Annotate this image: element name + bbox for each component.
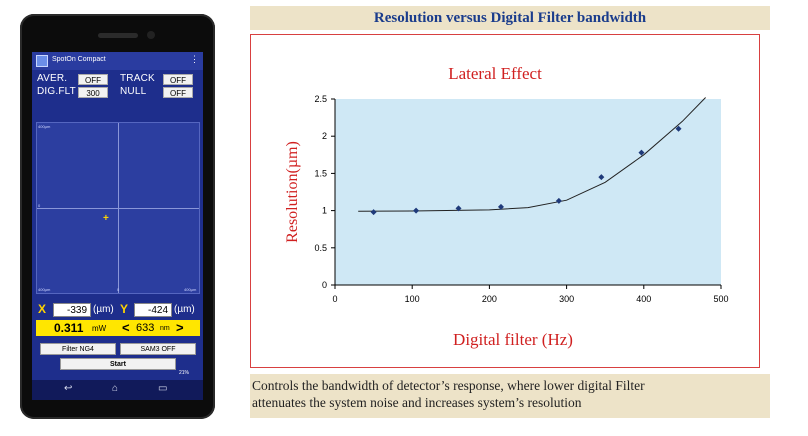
back-icon[interactable]: ↩ (64, 383, 73, 394)
wavelength-unit: nm (160, 325, 170, 332)
null-label: NULL (120, 86, 147, 97)
track-label: TRACK (120, 73, 155, 84)
plot-tick-top: 400µm (38, 124, 51, 129)
resolution-chart: Lateral Effect Resolution(µm) Digital fi… (284, 64, 729, 349)
data-point (675, 125, 682, 132)
data-points (370, 125, 682, 216)
aver-label: AVER. (37, 73, 68, 84)
y-tick-label: 2.5 (314, 94, 327, 104)
x-tick-label: 500 (713, 294, 728, 304)
y-tick-label: 0 (322, 280, 327, 290)
y-label: Y (120, 302, 129, 316)
android-nav-bar: ↩ ⌂ ▭ (32, 380, 203, 400)
wavelength-decrease-icon[interactable]: < (122, 320, 130, 335)
y-tick-label: 1.5 (314, 168, 327, 178)
power-unit: mW (92, 324, 107, 333)
caption-box: Controls the bandwidth of detector’s res… (250, 374, 770, 418)
plot-tick-left: 0 (38, 203, 41, 208)
data-point (413, 207, 420, 214)
x-label: X (38, 302, 47, 316)
beam-position-marker-icon: + (103, 213, 109, 224)
x-tick-label: 200 (482, 294, 497, 304)
chart-frame: Lateral Effect Resolution(µm) Digital fi… (250, 34, 760, 368)
caption-line-1: Controls the bandwidth of detector’s res… (252, 378, 645, 393)
overflow-menu-icon[interactable]: ⋮ (190, 54, 199, 64)
chart-title: Lateral Effect (448, 64, 542, 83)
sam-button[interactable]: SAM3 OFF (120, 343, 196, 355)
home-icon[interactable]: ⌂ (112, 383, 119, 394)
slide-title: Resolution versus Digital Filter bandwid… (250, 6, 770, 30)
phone-screen: SpotOn Compact ⋮ AVER. OFF TRACK OFF DIG… (32, 52, 203, 400)
x-tick-label: 400 (636, 294, 651, 304)
wavelength-value: 633 (136, 322, 155, 334)
y-axis-label: Resolution(µm) (284, 141, 301, 243)
data-point (598, 174, 605, 181)
y-value-field: -424 (134, 303, 172, 317)
data-point (638, 149, 645, 156)
track-toggle[interactable]: OFF (163, 74, 193, 85)
phone-device: SpotOn Compact ⋮ AVER. OFF TRACK OFF DIG… (20, 14, 215, 419)
data-point (455, 205, 462, 212)
x-value-field: -339 (53, 303, 91, 317)
trend-line (358, 97, 706, 212)
recents-icon[interactable]: ▭ (158, 383, 168, 394)
chart-axes (334, 99, 721, 286)
y-tick-label: 2 (322, 131, 327, 141)
position-plot[interactable]: 400µm 0 400µm 0 400µm + (36, 122, 200, 294)
plot-tick-bottom-mid: 0 (117, 287, 120, 292)
digflt-label: DIG.FLT (37, 86, 76, 97)
y-unit: (µm) (174, 304, 195, 315)
x-axis-label: Digital filter (Hz) (453, 330, 573, 349)
x-unit: (µm) (93, 304, 114, 315)
null-toggle[interactable]: OFF (163, 87, 193, 98)
x-tick-label: 0 (332, 294, 337, 304)
start-button[interactable]: Start (60, 358, 176, 370)
plot-horizontal-axis (37, 208, 199, 209)
power-readout-bar: 0.311 mW < 633 nm > (36, 320, 200, 336)
plot-background (335, 99, 721, 285)
phone-camera (147, 31, 155, 39)
phone-speaker (98, 33, 138, 38)
chart-ticks: 0 100 200 300 400 500 0 0.5 1 1.5 2 2.5 (314, 94, 728, 304)
app-title: SpotOn Compact (52, 56, 106, 63)
app-bar: SpotOn Compact ⋮ (32, 52, 203, 70)
wavelength-increase-icon[interactable]: > (176, 320, 184, 335)
y-tick-label: 1 (322, 206, 327, 216)
data-point (497, 203, 504, 210)
plot-tick-bottom-left: 400µm (38, 287, 51, 292)
digflt-value-button[interactable]: 300 (78, 87, 108, 98)
y-tick-label: 0.5 (314, 243, 327, 253)
filter-button[interactable]: Filter NG4 (40, 343, 116, 355)
battery-indicator: 21% (179, 370, 190, 376)
app-logo-icon (36, 55, 48, 67)
plot-tick-bottom-right: 400µm (184, 287, 197, 292)
data-point (555, 197, 562, 204)
power-value: 0.311 (54, 321, 84, 335)
data-point (370, 209, 377, 216)
caption-line-2: attenuates the system noise and increase… (252, 395, 582, 410)
x-tick-label: 100 (405, 294, 420, 304)
x-tick-label: 300 (559, 294, 574, 304)
aver-toggle[interactable]: OFF (78, 74, 108, 85)
